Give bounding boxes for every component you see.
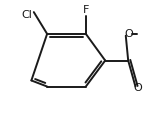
Text: F: F bbox=[83, 5, 89, 15]
Text: Cl: Cl bbox=[21, 10, 32, 19]
Text: O: O bbox=[124, 30, 133, 39]
Text: O: O bbox=[133, 83, 142, 93]
